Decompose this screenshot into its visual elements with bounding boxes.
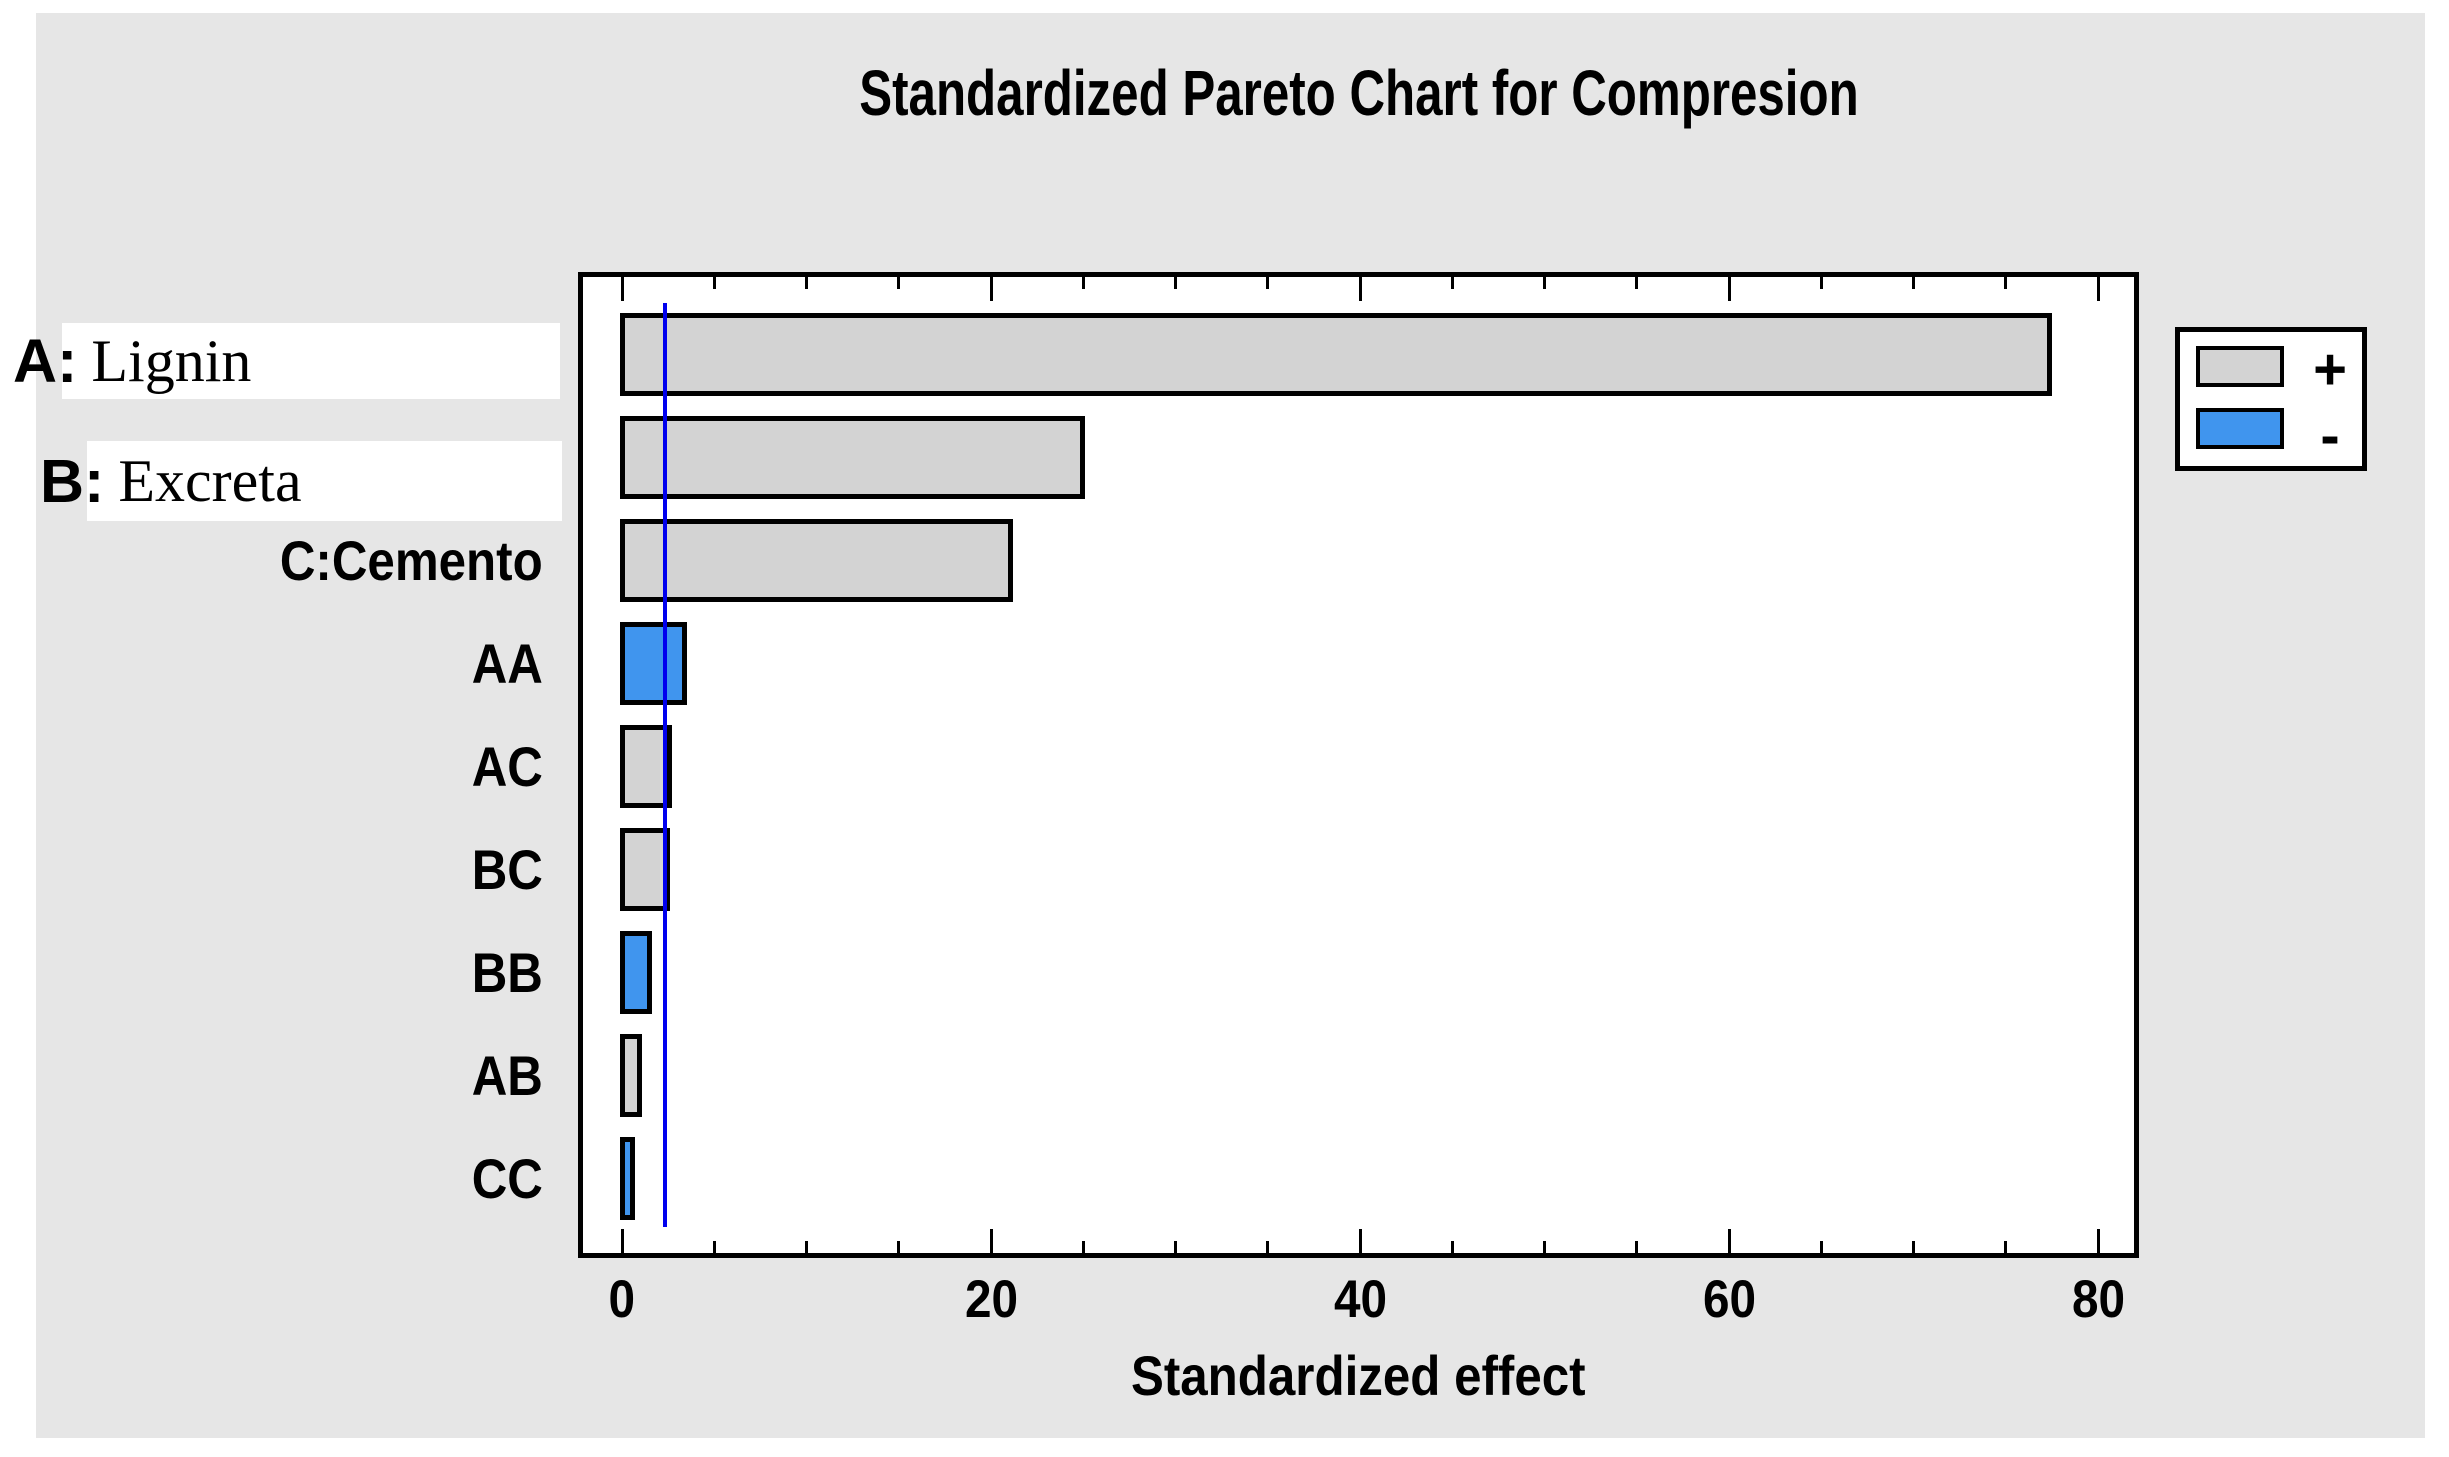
category-label-text: C:Cemento [280, 528, 543, 592]
factor-name: Lignin [91, 327, 252, 394]
x-tick-label-0: 0 [562, 1270, 682, 1329]
category-label-text: AA [471, 631, 543, 695]
category-label-aa: AA [0, 626, 543, 702]
minor-tick-bottom-65 [1819, 1241, 1823, 1253]
minor-tick-top-5 [712, 277, 716, 289]
major-tick-top-40 [1358, 277, 1362, 301]
category-label-text: AB [471, 1043, 543, 1107]
category-label-text: BC [471, 837, 543, 901]
category-label-a: A: Lignin [13, 323, 251, 399]
bar-bc [620, 828, 670, 911]
minor-tick-top-35 [1266, 277, 1270, 289]
x-tick-label-40: 40 [1300, 1270, 1420, 1329]
minor-tick-bottom-55 [1635, 1241, 1639, 1253]
x-axis-title: Standardized effect [578, 1346, 2139, 1406]
legend: + - [2175, 327, 2367, 471]
major-tick-top-80 [2096, 277, 2100, 301]
minor-tick-top-55 [1635, 277, 1639, 289]
x-tick-label-80: 80 [2038, 1270, 2158, 1329]
category-label-text: AC [471, 734, 543, 798]
bar-alignin [620, 313, 2052, 396]
label-box-a [62, 323, 560, 399]
bar-bb [620, 931, 652, 1014]
minor-tick-bottom-45 [1450, 1241, 1454, 1253]
x-tick-label-20: 20 [931, 1270, 1051, 1329]
legend-negative-label: - [2320, 403, 2340, 468]
x-tick-label-text: 40 [1333, 1270, 1387, 1329]
category-label-bb: BB [0, 935, 543, 1011]
x-tick-label-text: 20 [964, 1270, 1018, 1329]
category-label-text: BB [471, 940, 543, 1004]
bar-cc [620, 1137, 635, 1220]
bar-ab [620, 1034, 642, 1117]
major-tick-top-20 [989, 277, 993, 301]
bar-aa [620, 622, 687, 705]
minor-tick-top-65 [1819, 277, 1823, 289]
x-tick-label-text: 60 [1702, 1270, 1756, 1329]
legend-positive-swatch [2196, 346, 2284, 387]
minor-tick-bottom-70 [1912, 1241, 1915, 1253]
category-label-b: B: Excreta [40, 441, 302, 521]
bar-bexcreta [620, 416, 1085, 499]
minor-tick-bottom-50 [1543, 1241, 1546, 1253]
x-axis-title-text: Standardized effect [1131, 1344, 1586, 1407]
x-tick-label-text: 80 [2071, 1270, 2125, 1329]
legend-positive-label: + [2313, 337, 2347, 402]
category-label-bc: BC [0, 832, 543, 908]
major-tick-bottom-20 [989, 1229, 993, 1253]
major-tick-top-0 [620, 277, 624, 301]
major-tick-bottom-80 [2096, 1229, 2100, 1253]
minor-tick-top-25 [1081, 277, 1085, 289]
minor-tick-top-30 [1174, 277, 1177, 289]
label-box-b [87, 441, 562, 521]
minor-tick-top-15 [897, 277, 901, 289]
chart-title: Standardized Pareto Chart for Compresion [578, 58, 2139, 128]
major-tick-top-60 [1727, 277, 1731, 301]
factor-letter: B: [40, 447, 105, 515]
category-label-ac: AC [0, 729, 543, 805]
minor-tick-top-50 [1543, 277, 1546, 289]
category-label-text: CC [471, 1146, 543, 1210]
bar-ccemento [620, 519, 1013, 602]
factor-letter: A: [13, 327, 78, 395]
category-label-cc: CC [0, 1141, 543, 1217]
minor-tick-top-75 [2004, 277, 2008, 289]
chart-title-text: Standardized Pareto Chart for Compresion [858, 57, 1859, 129]
plot-area [578, 272, 2139, 1258]
legend-negative-swatch [2196, 408, 2284, 449]
minor-tick-top-45 [1450, 277, 1454, 289]
major-tick-bottom-0 [620, 1229, 624, 1253]
factor-name: Excreta [118, 447, 302, 514]
major-tick-bottom-60 [1727, 1229, 1731, 1253]
x-tick-label-text: 0 [608, 1270, 636, 1329]
minor-tick-bottom-10 [805, 1241, 808, 1253]
minor-tick-bottom-30 [1174, 1241, 1177, 1253]
minor-tick-bottom-25 [1081, 1241, 1085, 1253]
minor-tick-bottom-5 [712, 1241, 716, 1253]
category-label-ccemento: C:Cemento [0, 523, 543, 599]
reference-line [662, 303, 667, 1227]
minor-tick-bottom-75 [2004, 1241, 2008, 1253]
category-label-ab: AB [0, 1038, 543, 1114]
minor-tick-bottom-15 [897, 1241, 901, 1253]
minor-tick-bottom-35 [1266, 1241, 1270, 1253]
major-tick-bottom-40 [1358, 1229, 1362, 1253]
x-tick-label-60: 60 [1669, 1270, 1789, 1329]
minor-tick-top-70 [1912, 277, 1915, 289]
minor-tick-top-10 [805, 277, 808, 289]
